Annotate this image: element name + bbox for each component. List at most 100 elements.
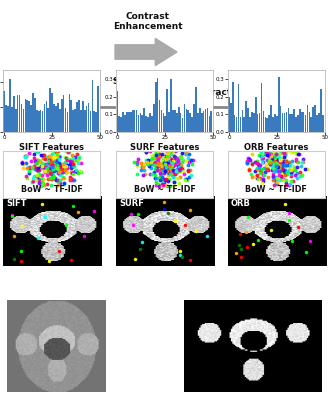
Bar <box>284 112 285 132</box>
Bar <box>161 110 162 132</box>
Bar <box>197 113 199 132</box>
Bar <box>234 115 236 132</box>
Bar <box>263 111 264 132</box>
Bar <box>132 110 133 132</box>
Bar <box>303 112 304 132</box>
Bar <box>30 105 32 132</box>
Bar <box>53 104 55 132</box>
X-axis label: SIFT Features: SIFT Features <box>19 142 84 152</box>
Bar <box>311 117 312 132</box>
Bar <box>7 106 9 132</box>
Bar <box>309 112 310 132</box>
Bar <box>28 101 30 132</box>
Bar <box>232 82 234 132</box>
Bar <box>180 112 181 132</box>
Bar <box>21 104 22 132</box>
Bar <box>307 106 308 132</box>
Bar <box>90 111 91 132</box>
Bar <box>228 97 230 132</box>
Bar <box>272 117 274 132</box>
Bar <box>318 113 320 132</box>
Bar <box>293 109 295 132</box>
Bar <box>264 117 266 132</box>
Bar <box>61 98 63 132</box>
Bar <box>297 115 299 132</box>
Bar <box>15 109 16 132</box>
Bar <box>295 117 297 132</box>
Bar <box>124 115 126 132</box>
Bar <box>46 101 47 132</box>
Bar <box>261 83 262 132</box>
Bar <box>74 109 76 132</box>
Bar <box>97 86 99 132</box>
Bar <box>191 116 193 132</box>
Bar <box>34 98 36 132</box>
Bar <box>84 110 86 132</box>
Bar <box>40 110 41 132</box>
Bar <box>164 116 166 132</box>
Bar <box>259 113 260 132</box>
Bar <box>182 118 183 132</box>
Bar <box>193 104 195 132</box>
Bar <box>199 108 201 132</box>
Bar <box>126 112 128 132</box>
Bar <box>145 116 147 132</box>
Bar <box>140 113 141 132</box>
Bar <box>93 111 95 132</box>
Text: Contrast
Enhancement: Contrast Enhancement <box>113 12 183 31</box>
Bar <box>322 115 324 132</box>
Bar <box>189 113 191 132</box>
Bar <box>291 114 293 132</box>
Bar <box>268 114 270 132</box>
Bar <box>243 117 245 132</box>
Bar <box>188 110 189 132</box>
Bar <box>282 113 283 132</box>
Bar <box>211 111 212 132</box>
Bar <box>9 79 11 132</box>
Bar <box>13 96 15 132</box>
Bar <box>209 116 210 132</box>
Bar <box>239 117 241 132</box>
Bar <box>95 112 97 132</box>
Bar <box>257 114 258 132</box>
Bar <box>72 110 74 132</box>
Bar <box>88 103 89 132</box>
Bar <box>80 110 82 132</box>
Bar <box>247 108 249 132</box>
Bar <box>120 117 122 132</box>
Bar <box>57 103 59 132</box>
Bar <box>36 110 38 132</box>
Text: BoW ~ TF-IDF: BoW ~ TF-IDF <box>245 185 307 194</box>
Bar <box>118 116 120 132</box>
Bar <box>42 111 43 132</box>
Bar <box>51 92 53 132</box>
Bar <box>251 112 253 132</box>
Bar <box>143 108 145 132</box>
Bar <box>116 91 118 132</box>
Bar <box>55 106 57 132</box>
Text: BoW ~ TF-IDF: BoW ~ TF-IDF <box>21 185 83 194</box>
FancyArrow shape <box>115 38 177 66</box>
Bar <box>48 108 49 132</box>
Bar <box>288 108 289 132</box>
Bar <box>141 115 143 132</box>
Bar <box>149 113 151 132</box>
Bar <box>289 114 291 132</box>
Bar <box>23 109 24 132</box>
Bar <box>157 78 158 132</box>
Bar <box>236 117 237 132</box>
Bar <box>76 102 78 132</box>
Bar <box>255 97 256 132</box>
Bar <box>32 93 34 132</box>
Bar <box>312 107 314 132</box>
Bar <box>163 113 164 132</box>
Bar <box>136 110 137 132</box>
Text: SURF: SURF <box>119 199 144 208</box>
Bar <box>301 112 302 132</box>
Bar <box>159 100 160 132</box>
Bar <box>138 115 139 132</box>
Bar <box>166 88 168 132</box>
Bar <box>71 100 72 132</box>
Bar <box>201 114 202 132</box>
Bar <box>305 115 306 132</box>
